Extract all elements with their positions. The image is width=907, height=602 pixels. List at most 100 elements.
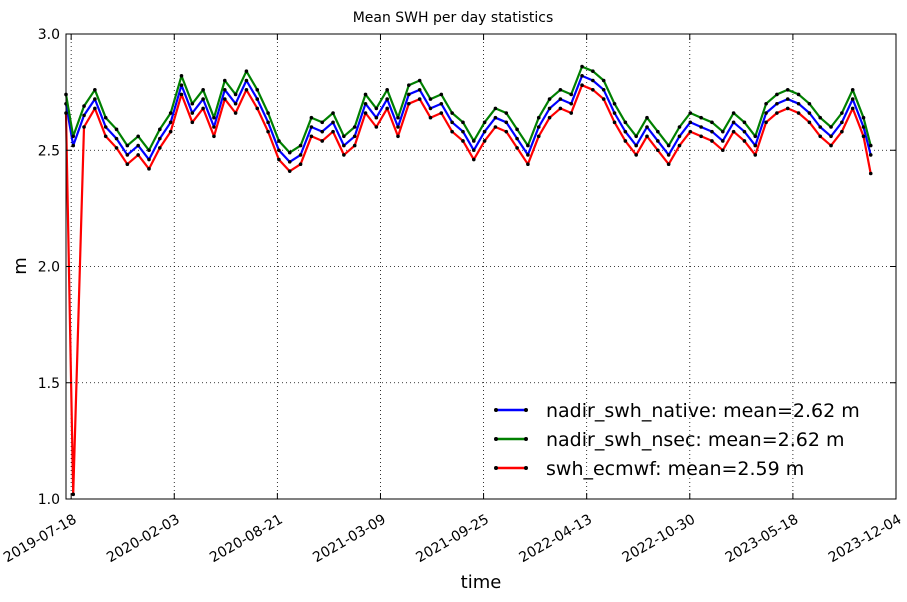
data-point <box>666 162 671 166</box>
data-point <box>158 127 162 132</box>
x-tick-label: 2023-05-18 <box>723 512 801 567</box>
data-point <box>731 129 736 134</box>
data-point <box>407 83 411 87</box>
data-point <box>233 111 238 115</box>
data-point <box>515 127 519 132</box>
data-point <box>255 106 260 111</box>
legend: nadir_swh_native: mean=2.62 m nadir_swh_n… <box>494 400 860 480</box>
x-tick-label: 2020-08-21 <box>207 512 285 567</box>
data-point <box>612 111 617 115</box>
data-point <box>753 153 758 157</box>
data-point <box>342 153 346 157</box>
data-point <box>666 153 671 157</box>
data-point <box>450 111 454 115</box>
data-point <box>677 125 682 129</box>
data-point <box>320 120 325 125</box>
data-point <box>493 115 498 120</box>
data-point <box>796 101 801 106</box>
data-point <box>266 111 270 115</box>
data-point <box>850 97 855 101</box>
data-point <box>222 97 227 101</box>
data-point <box>309 125 314 129</box>
data-point <box>233 92 238 97</box>
series-line <box>64 74 872 163</box>
data-point <box>352 134 357 139</box>
data-point <box>255 97 260 101</box>
data-point <box>125 162 130 166</box>
series-1 <box>64 64 873 155</box>
data-point <box>677 134 682 139</box>
data-point <box>168 111 173 115</box>
x-tick-label: 2021-03-09 <box>310 512 388 567</box>
data-point <box>645 134 649 139</box>
data-point <box>482 129 487 134</box>
data-point <box>493 106 498 111</box>
data-point <box>764 120 768 125</box>
legend-marker <box>524 466 528 470</box>
data-point <box>125 153 130 157</box>
data-point <box>612 120 617 125</box>
data-point <box>114 146 119 150</box>
data-point <box>212 115 216 120</box>
legend-label: nadir_swh_native: mean=2.62 m <box>546 400 860 422</box>
data-point <box>764 111 768 115</box>
data-point <box>861 125 866 129</box>
data-point <box>103 125 108 129</box>
data-point <box>158 146 162 150</box>
data-point <box>287 160 292 164</box>
data-point <box>580 83 584 87</box>
data-point <box>439 92 444 97</box>
data-point <box>190 111 195 115</box>
data-point <box>439 111 444 115</box>
data-point <box>580 74 584 78</box>
data-point <box>656 139 660 143</box>
data-point <box>179 92 184 97</box>
data-point <box>298 143 303 148</box>
data-point <box>829 143 833 148</box>
data-point <box>840 120 844 125</box>
data-point <box>255 88 260 92</box>
data-point <box>612 101 617 106</box>
data-point <box>710 129 714 134</box>
data-point <box>190 101 195 106</box>
data-point <box>526 162 530 166</box>
data-point <box>547 115 552 120</box>
data-point <box>591 88 595 92</box>
data-point <box>471 148 476 153</box>
data-point <box>190 120 195 125</box>
data-point <box>82 104 86 108</box>
chart-title: Mean SWH per day statistics <box>353 10 554 26</box>
data-point <box>331 129 335 134</box>
data-point <box>515 146 519 150</box>
data-point <box>558 97 563 101</box>
data-point <box>623 139 628 143</box>
data-point <box>515 136 519 141</box>
y-axis-label: m <box>10 257 31 275</box>
data-point <box>656 148 660 153</box>
y-tick-label: 1.5 <box>38 376 60 392</box>
x-tick-label: 2019-07-18 <box>1 512 79 567</box>
data-point <box>850 106 855 111</box>
data-point <box>840 111 844 115</box>
data-point <box>342 134 346 139</box>
data-point <box>266 120 270 125</box>
data-point <box>147 167 151 171</box>
data-point <box>114 136 119 141</box>
data-point <box>417 88 422 92</box>
data-point <box>450 129 454 134</box>
data-point <box>699 125 703 129</box>
data-point <box>861 134 866 139</box>
legend-marker <box>524 408 528 412</box>
data-point <box>71 492 76 497</box>
data-point <box>868 153 873 157</box>
data-point <box>818 125 823 129</box>
data-point <box>688 129 693 134</box>
data-point <box>136 143 140 148</box>
data-point <box>461 139 465 143</box>
y-tick-label: 1.0 <box>38 492 60 508</box>
legend-marker <box>524 437 528 441</box>
data-point <box>244 78 249 83</box>
data-point <box>385 106 389 111</box>
data-point <box>807 120 812 125</box>
data-point <box>396 115 400 120</box>
